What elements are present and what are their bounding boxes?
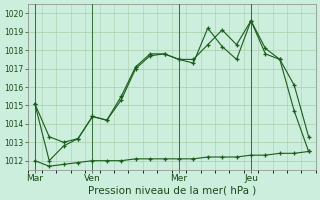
X-axis label: Pression niveau de la mer( hPa ): Pression niveau de la mer( hPa ) bbox=[88, 186, 256, 196]
